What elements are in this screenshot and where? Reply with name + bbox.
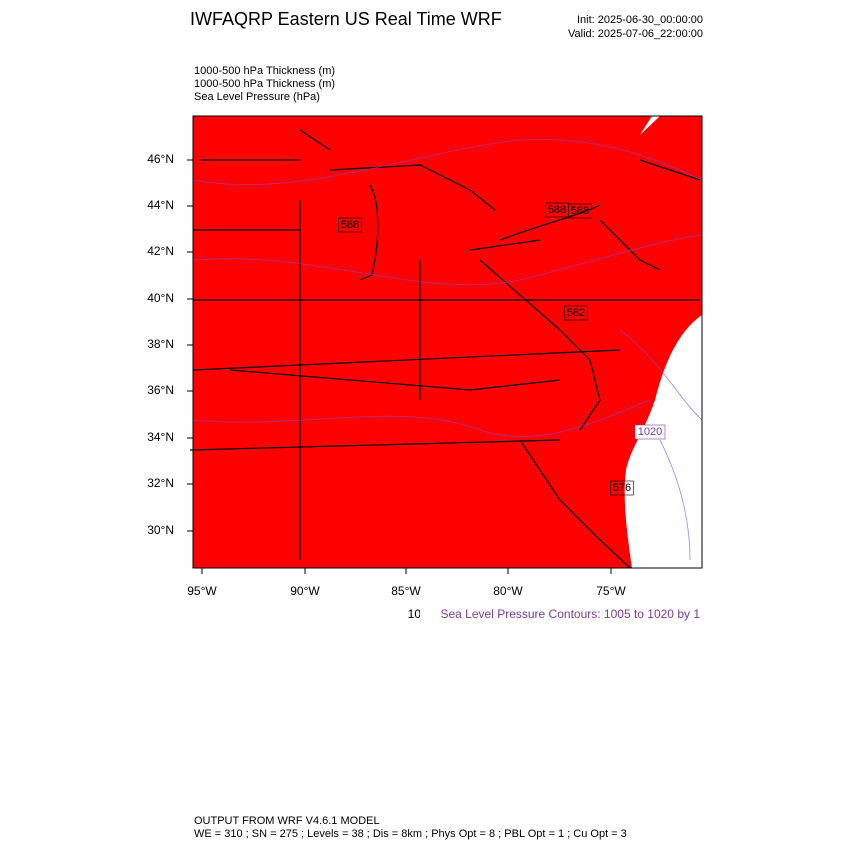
- lon-label: 90°W: [290, 584, 320, 598]
- contour-label: 1020: [638, 426, 662, 438]
- ocean: [624, 315, 702, 568]
- lat-label: 32°N: [147, 476, 174, 490]
- contour-label: 576: [613, 482, 631, 494]
- init-time: Init: 2025-06-30_00:00:00: [577, 14, 703, 26]
- title: IWFAQRP Eastern US Real Time WRF: [190, 9, 502, 29]
- map: [189, 115, 703, 569]
- lat-label: 36°N: [147, 383, 174, 397]
- contours: [192, 138, 703, 561]
- valid-time: Valid: 2025-07-06_22:00:00: [568, 28, 703, 40]
- overlap-box: [420, 607, 430, 623]
- lat-label: 30°N: [147, 523, 174, 537]
- lat-label: 44°N: [147, 198, 174, 212]
- lat-label: 34°N: [147, 430, 174, 444]
- lon-label: 85°W: [391, 584, 421, 598]
- contour-label-box: [634, 424, 666, 440]
- footer-model: OUTPUT FROM WRF V4.6.1 MODEL: [194, 815, 380, 827]
- contour-label: 588: [571, 205, 589, 217]
- slp-info: Sea Level Pressure Contours: 1005 to 102…: [441, 607, 701, 621]
- contour-label: 588: [548, 204, 566, 216]
- boundaries: [189, 129, 701, 569]
- lat-label: 42°N: [147, 244, 174, 258]
- map-field: [193, 116, 702, 568]
- lat-label: 40°N: [147, 291, 174, 305]
- footer-params: WE = 310 ; SN = 275 ; Levels = 38 ; Dis …: [194, 828, 627, 840]
- contour-label-box: [564, 305, 588, 321]
- lat-label: 46°N: [147, 152, 174, 166]
- map-frame: [192, 115, 703, 569]
- field-label: Sea Level Pressure (hPa): [194, 91, 320, 103]
- clipped-label: 10: [408, 607, 422, 621]
- contour-label-box: [568, 203, 592, 219]
- lat-label: 38°N: [147, 337, 174, 351]
- contour-label: 588: [341, 219, 359, 231]
- lon-label: 75°W: [596, 584, 626, 598]
- field-label: 1000-500 hPa Thickness (m): [194, 65, 335, 77]
- contour-label: 582: [567, 307, 585, 319]
- field-label: 1000-500 hPa Thickness (m): [194, 78, 335, 90]
- ocean: [640, 116, 660, 135]
- contour-label-box: [610, 480, 634, 496]
- lon-label: 80°W: [493, 584, 523, 598]
- lon-label: 95°W: [187, 584, 217, 598]
- contour-label-box: [338, 217, 362, 233]
